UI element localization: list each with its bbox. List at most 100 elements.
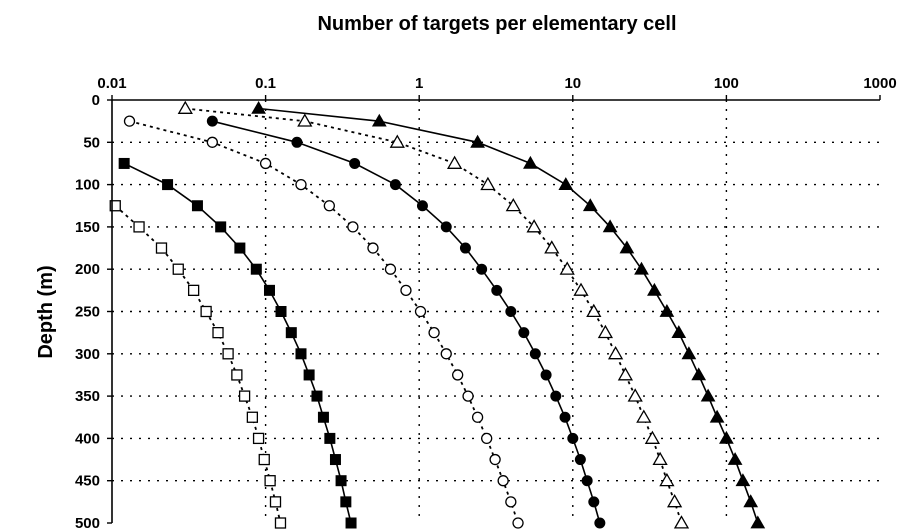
y-axis-label: Depth (m) xyxy=(35,265,57,358)
triangle-marker xyxy=(666,493,683,508)
triangle-marker xyxy=(586,303,602,318)
triangle-marker xyxy=(558,177,574,190)
circle-marker xyxy=(400,284,412,297)
triangle-marker xyxy=(573,282,589,296)
series-5 xyxy=(118,157,357,529)
circle-marker xyxy=(259,157,272,170)
circle-marker xyxy=(581,475,593,487)
series-4 xyxy=(123,115,524,529)
triangle-marker xyxy=(177,100,193,114)
y-tick-label: 50 xyxy=(83,134,100,151)
square-marker xyxy=(275,306,287,317)
circle-marker xyxy=(389,179,401,191)
square-marker xyxy=(345,517,357,529)
square-marker xyxy=(252,432,265,445)
series-3-line xyxy=(212,120,601,524)
circle-marker xyxy=(206,115,218,127)
circle-marker xyxy=(574,454,586,466)
series-5-line xyxy=(123,162,352,524)
circle-marker xyxy=(476,263,488,275)
x-tick-label: 0.1 xyxy=(255,75,276,92)
square-marker xyxy=(303,369,315,381)
circle-marker xyxy=(459,242,471,254)
y-tick-label: 250 xyxy=(75,304,100,321)
circle-marker xyxy=(349,157,361,169)
circle-marker xyxy=(452,369,464,381)
x-tick-label: 0.01 xyxy=(97,75,126,92)
series-1 xyxy=(251,100,766,529)
y-tick-label: 300 xyxy=(75,346,100,363)
triangle-marker xyxy=(636,409,652,423)
triangle-marker xyxy=(480,176,496,191)
triangle-marker xyxy=(597,324,614,339)
triangle-marker xyxy=(691,367,707,381)
triangle-marker xyxy=(297,113,313,127)
square-marker xyxy=(340,496,352,508)
triangle-marker xyxy=(647,282,662,296)
circle-marker xyxy=(414,305,427,318)
triangle-marker xyxy=(719,430,734,444)
square-marker xyxy=(250,263,262,275)
triangle-marker xyxy=(735,473,751,487)
y-tick-label: 400 xyxy=(75,430,100,447)
triangle-marker xyxy=(371,113,387,127)
square-marker xyxy=(231,369,243,381)
circle-marker xyxy=(291,136,303,148)
square-marker xyxy=(162,179,174,191)
circle-marker xyxy=(367,242,379,254)
square-marker xyxy=(264,475,276,487)
triangle-marker xyxy=(526,219,542,233)
x-tick-label: 10 xyxy=(564,75,581,92)
circle-marker xyxy=(550,390,562,402)
x-tick-label: 1000 xyxy=(863,75,896,92)
square-marker xyxy=(187,284,200,297)
triangle-marker xyxy=(634,261,649,275)
circle-marker xyxy=(416,200,428,212)
y-tick-label: 200 xyxy=(75,261,100,278)
triangle-marker xyxy=(700,388,716,402)
series-4-line xyxy=(129,120,519,524)
circle-marker xyxy=(505,496,517,508)
triangle-marker xyxy=(652,451,668,466)
series-3 xyxy=(206,115,606,529)
circle-marker xyxy=(323,200,335,212)
square-marker xyxy=(212,326,224,339)
square-marker xyxy=(311,390,323,402)
circle-marker xyxy=(518,327,530,339)
triangle-marker xyxy=(727,452,743,465)
y-tick-label: 500 xyxy=(75,515,100,532)
triangle-marker xyxy=(644,430,661,444)
square-marker xyxy=(191,200,203,212)
triangle-marker xyxy=(750,515,766,529)
y-tick-label: 100 xyxy=(75,177,100,194)
series-2 xyxy=(177,100,690,529)
circle-marker xyxy=(491,284,503,296)
square-marker xyxy=(200,305,212,318)
triangle-marker xyxy=(617,367,634,381)
triangle-marker xyxy=(659,472,675,487)
triangle-marker xyxy=(671,325,687,338)
circle-marker xyxy=(489,453,501,466)
triangle-marker xyxy=(607,345,624,360)
square-marker xyxy=(269,496,282,508)
square-marker xyxy=(285,327,297,339)
square-marker xyxy=(215,221,227,233)
triangle-marker xyxy=(559,261,575,275)
y-tick-label: 150 xyxy=(75,219,100,236)
square-marker xyxy=(109,200,121,212)
triangle-marker xyxy=(446,155,463,169)
series-6 xyxy=(109,200,287,529)
circle-marker xyxy=(428,326,440,339)
triangle-marker xyxy=(523,155,538,169)
square-marker xyxy=(118,157,130,169)
circle-marker xyxy=(559,411,571,423)
triangle-marker xyxy=(659,303,675,317)
square-marker xyxy=(238,390,251,402)
circle-marker xyxy=(206,136,218,148)
square-marker xyxy=(155,242,168,254)
triangle-marker xyxy=(544,240,560,254)
triangle-marker xyxy=(673,515,690,529)
triangle-marker xyxy=(627,388,643,402)
square-marker xyxy=(324,432,336,444)
square-marker xyxy=(317,411,329,423)
